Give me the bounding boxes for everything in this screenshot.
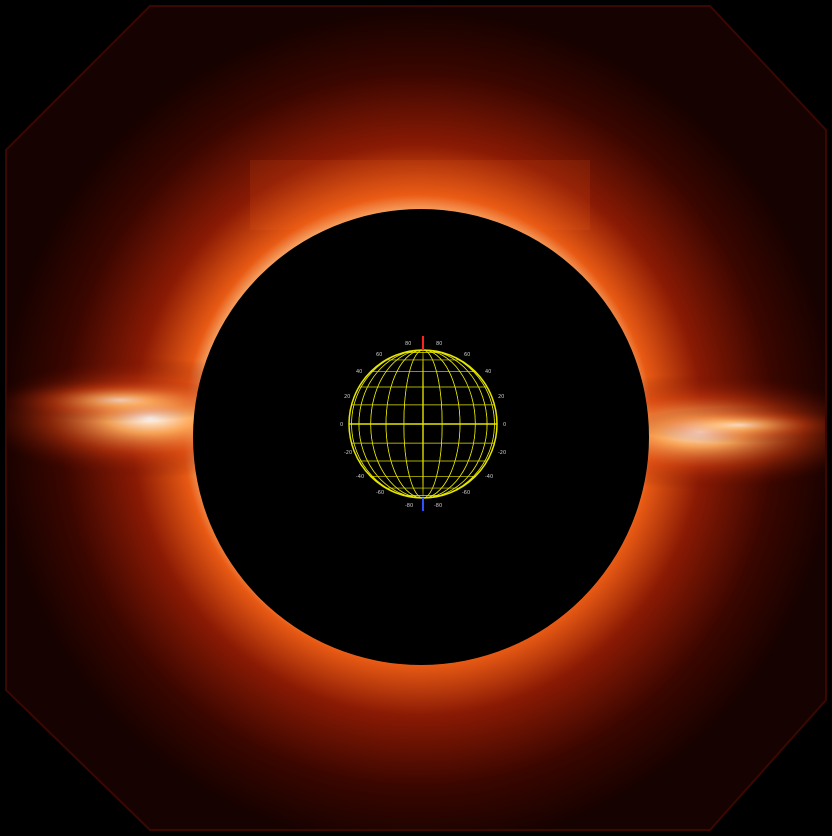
- label-lat-top-left: 80: [405, 341, 411, 347]
- label-equator-right: 0: [503, 422, 506, 428]
- label-lat-m20-left: -20: [344, 450, 352, 456]
- label-lat-m40-right: -40: [485, 474, 493, 480]
- aperture-edge: [5, 5, 827, 831]
- solar-grid: [348, 336, 498, 511]
- latitude-labels: 80 80 60 60 40 40 20 20 0 0 -20 -20 -40 …: [340, 341, 506, 509]
- label-lat-60-right: 60: [464, 352, 470, 358]
- label-equator-left: 0: [340, 422, 343, 428]
- label-lat-m20-right: -20: [498, 450, 506, 456]
- label-lat-m60-right: -60: [462, 490, 470, 496]
- label-lat-top-right: 80: [436, 341, 442, 347]
- label-lat-40-right: 40: [485, 369, 491, 375]
- label-lat-60-left: 60: [376, 352, 382, 358]
- label-lat-20-left: 20: [344, 394, 350, 400]
- label-lat-20-right: 20: [498, 394, 504, 400]
- occulting-disk: [193, 209, 649, 665]
- label-lat-bottom-right: -80: [434, 503, 442, 509]
- label-lat-bottom-left: -80: [405, 503, 413, 509]
- label-lat-m60-left: -60: [376, 490, 384, 496]
- label-lat-m40-left: -40: [356, 474, 364, 480]
- label-lat-40-left: 40: [356, 369, 362, 375]
